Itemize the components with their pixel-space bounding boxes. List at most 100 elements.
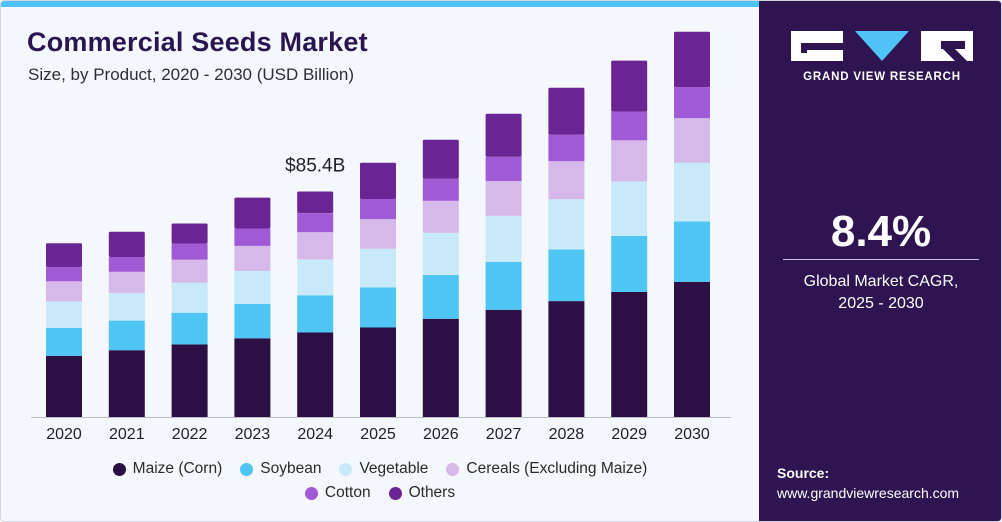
bar-segment-2026-0 [422, 318, 459, 417]
divider [783, 259, 979, 260]
legend-swatch [112, 462, 126, 476]
bar-segment-2024-5 [297, 191, 334, 214]
bar-segment-2028-0 [548, 301, 585, 417]
bar-segment-2020-5 [46, 243, 82, 268]
bar-segment-2023-2 [234, 271, 271, 304]
legend-item: Cereals (Excluding Maize) [446, 460, 647, 478]
bar-segment-2021-5 [108, 231, 145, 257]
bar-segment-2025-5 [360, 162, 396, 199]
x-tick-label: 2026 [423, 426, 459, 443]
x-tick-label: 2021 [109, 426, 145, 443]
bar-segment-2021-0 [108, 350, 145, 417]
bar-segment-2024-3 [297, 232, 334, 260]
bar-segment-2026-1 [422, 275, 459, 319]
bar-segment-2030-4 [674, 87, 710, 119]
legend-swatch [304, 486, 318, 500]
cagr-label: Global Market CAGR, 2025 - 2030 [759, 271, 1001, 315]
bar-segment-2030-0 [674, 281, 710, 417]
stacked-bar-chart: 2020 2021 2022 2023 2024 2025 2026 2027 2028 2029… [31, 31, 731, 443]
legend-swatch [446, 462, 460, 476]
x-tick-label: 2030 [674, 426, 710, 443]
bar-segment-2029-3 [611, 140, 648, 182]
bar-segment-2027-2 [485, 215, 522, 262]
x-tick-label: 2029 [611, 426, 647, 443]
bar-segment-2022-1 [171, 312, 208, 345]
bar-segment-2025-1 [360, 287, 396, 328]
bar-segment-2028-3 [548, 161, 585, 200]
legend-label: Cereals (Excluding Maize) [466, 460, 648, 477]
bar-segment-2023-0 [234, 338, 271, 417]
bar-segment-2030-2 [674, 162, 710, 222]
legend-item: Others [388, 484, 456, 502]
bar-segment-2024-4 [297, 213, 334, 233]
legend-item: Cotton [304, 484, 371, 502]
bar-segment-2027-4 [485, 156, 522, 181]
cagr-label-line1: Global Market CAGR, [803, 273, 959, 290]
data-label-2024: $85.4B [285, 156, 345, 177]
legend-item: Maize (Corn) [112, 460, 223, 478]
bar-segment-2020-2 [46, 301, 82, 328]
chart-legend: Maize (Corn) Soybean Vegetable Cereals (Exc… [1, 457, 759, 505]
bar-segment-2027-0 [485, 309, 522, 417]
x-tick-label: 2024 [297, 426, 333, 443]
bar-segment-2027-3 [485, 181, 522, 216]
legend-item: Vegetable [339, 460, 428, 478]
legend-swatch [388, 486, 402, 500]
bar-segment-2022-5 [171, 223, 208, 244]
legend-swatch [339, 462, 353, 476]
gvr-logo-icon [791, 31, 973, 61]
bar-segment-2024-0 [297, 332, 334, 417]
bar-segment-2020-4 [46, 267, 82, 282]
cagr-label-line2: 2025 - 2030 [838, 295, 924, 312]
bar-segment-2024-2 [297, 259, 334, 296]
chart-subtitle: Size, by Product, 2020 - 2030 (USD Billi… [28, 65, 354, 84]
bar-segment-2021-2 [108, 292, 145, 321]
cagr-value: 8.4% [830, 207, 932, 256]
bar-segment-2028-4 [548, 134, 585, 162]
legend-label: Soybean [260, 460, 322, 477]
x-tick-label: 2025 [360, 426, 396, 443]
bar-segment-2030-3 [674, 118, 710, 163]
bar-segment-2028-5 [548, 87, 585, 135]
bar-segment-2023-1 [234, 304, 271, 339]
bar-segment-2025-4 [360, 198, 396, 220]
bar-segment-2021-4 [108, 257, 145, 272]
bar-segment-2027-1 [485, 262, 522, 310]
bar-segment-2020-3 [46, 281, 82, 302]
bar-segment-2024-1 [297, 295, 334, 333]
accent-stripe [1, 1, 759, 7]
bar-segment-2026-2 [422, 232, 459, 275]
bar-segment-2022-3 [171, 259, 208, 283]
x-tick-label: 2023 [235, 426, 271, 443]
bar-segment-2025-2 [360, 248, 396, 288]
bar-segment-2020-0 [46, 355, 82, 417]
bar-segment-2021-1 [108, 320, 145, 351]
legend-row: Cotton Others [1, 481, 759, 505]
x-tick-label: 2028 [549, 426, 585, 443]
bar-segment-2022-0 [171, 344, 208, 417]
bar-segment-2022-4 [171, 243, 208, 260]
bar-segment-2023-3 [234, 245, 271, 271]
bar-segment-2020-1 [46, 327, 82, 356]
chart-title: Commercial Seeds Market [27, 27, 368, 57]
legend-label: Maize (Corn) [132, 460, 223, 477]
source-url[interactable]: www.grandviewresearch.com [777, 485, 960, 501]
legend-row: Maize (Corn) Soybean Vegetable Cereals (Exc… [1, 457, 759, 481]
bar-segment-2026-3 [422, 200, 459, 233]
bar-segment-2023-4 [234, 228, 271, 246]
bar-segment-2030-5 [674, 31, 710, 88]
bar-segment-2029-2 [611, 181, 648, 236]
bar-segment-2026-4 [422, 178, 459, 201]
brand-name: GRAND VIEW RESEARCH [803, 71, 961, 83]
x-tick-label: 2022 [172, 426, 208, 443]
bar-segment-2028-1 [548, 249, 585, 302]
x-tick-label: 2020 [46, 426, 82, 443]
bar-segment-2029-0 [611, 291, 648, 417]
bar-segment-2029-4 [611, 111, 648, 141]
legend-label: Others [408, 484, 456, 501]
legend-item: Soybean [240, 460, 321, 478]
bar-segment-2028-2 [548, 199, 585, 250]
bar-segment-2030-1 [674, 221, 710, 282]
bar-segment-2026-5 [422, 139, 459, 179]
